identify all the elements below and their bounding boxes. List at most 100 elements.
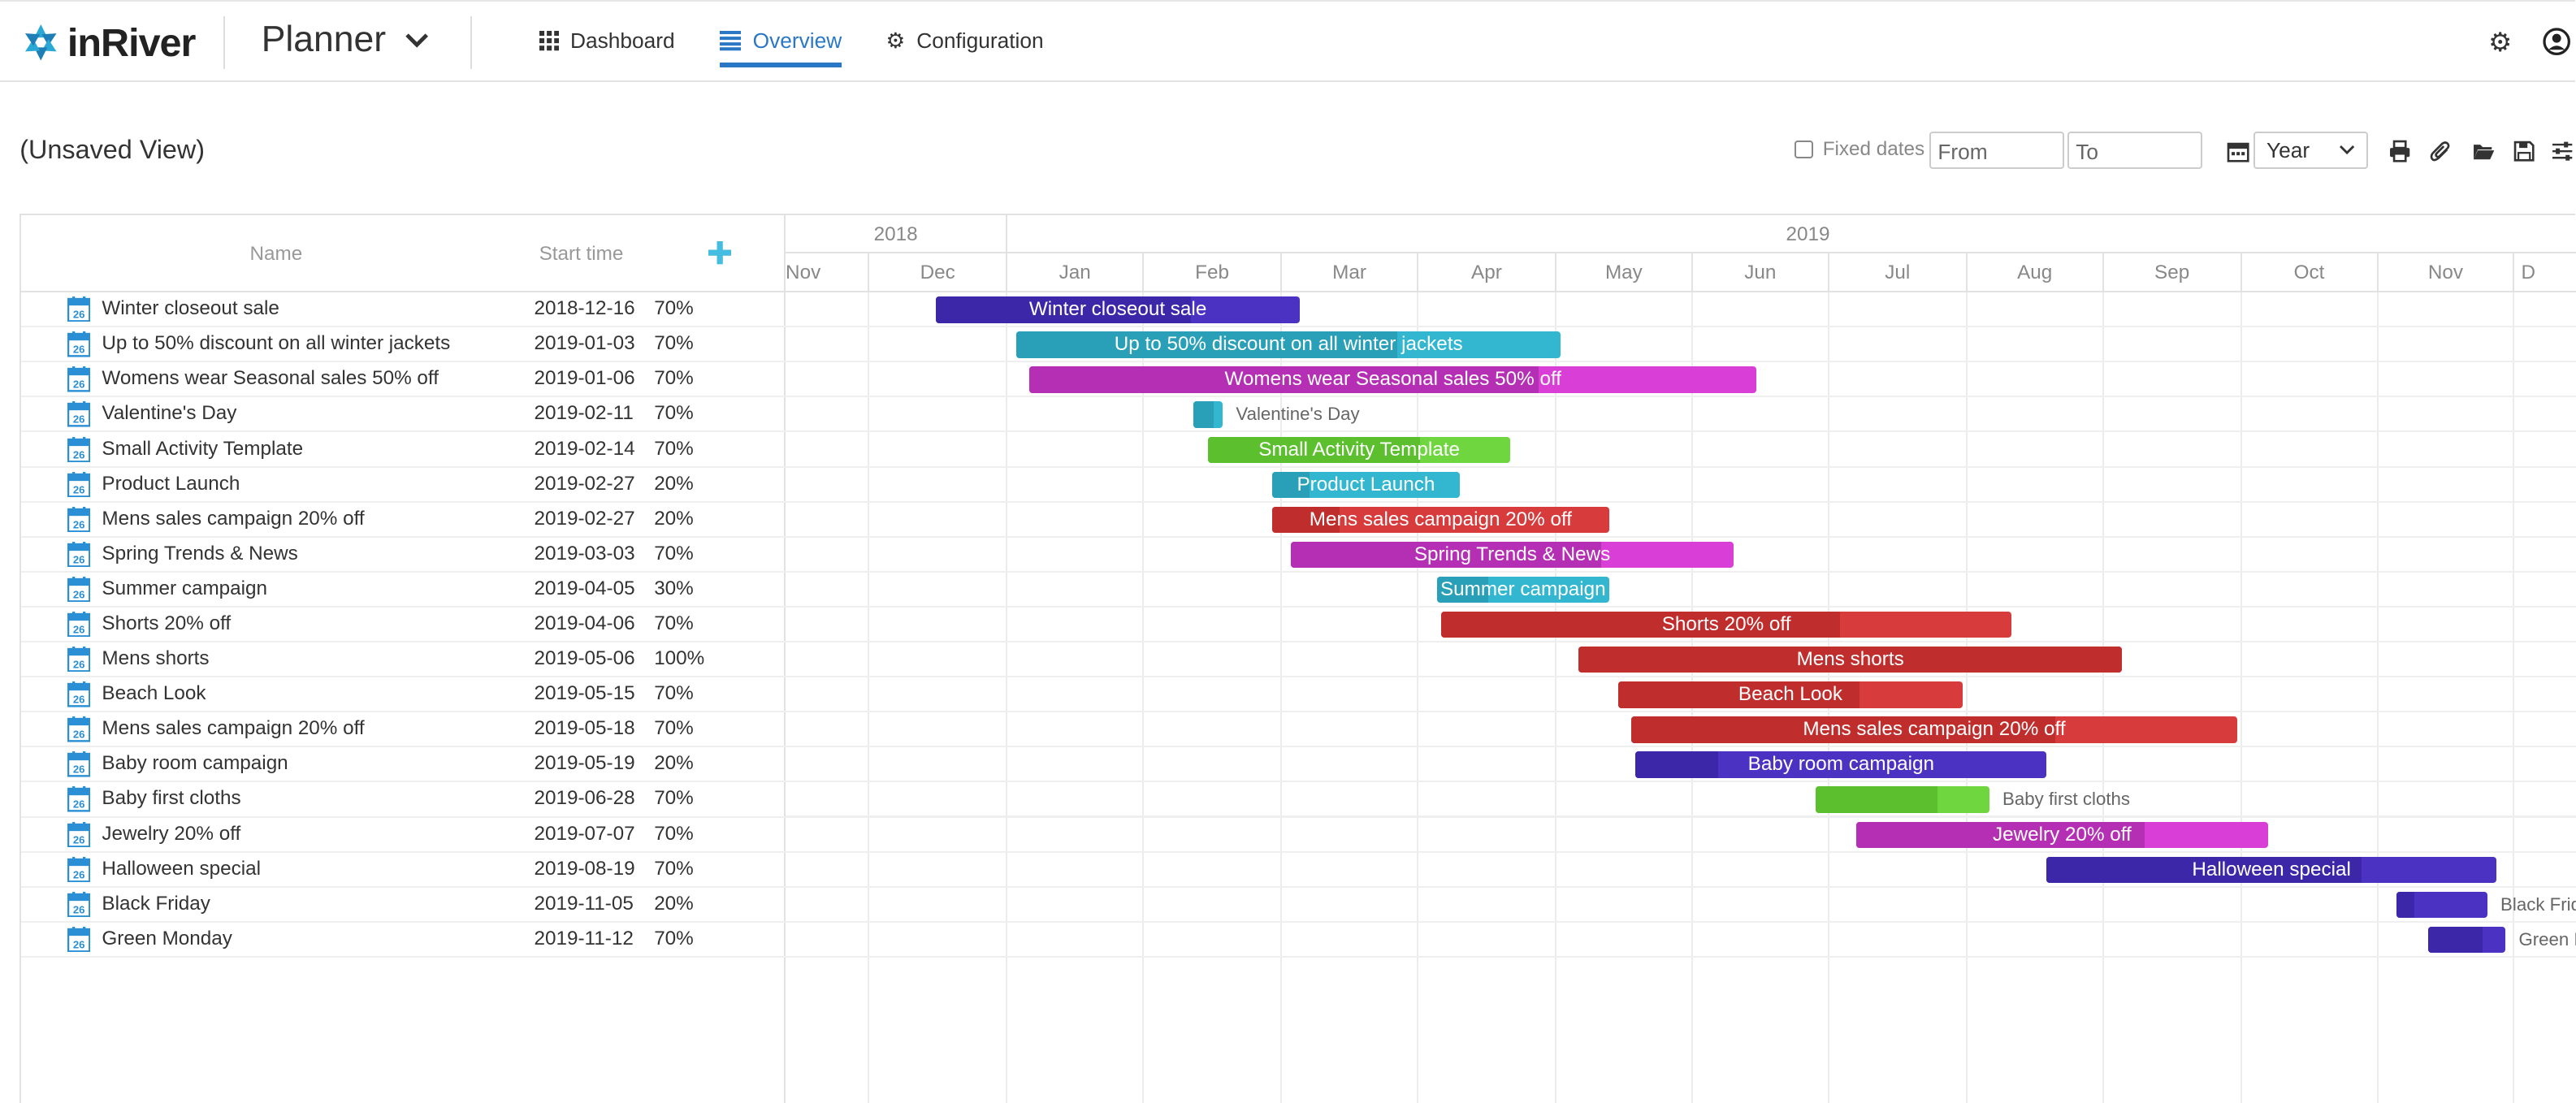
task-row[interactable]: 26 Beach Look 2019-05-15 70% — [21, 677, 786, 713]
task-row[interactable]: 26 Womens wear Seasonal sales 50% off 2019… — [21, 362, 786, 398]
svg-text:26: 26 — [73, 798, 85, 811]
task-row[interactable]: 26 Baby room campaign 2019-05-19 20% — [21, 747, 786, 783]
task-bar-progress — [2428, 926, 2483, 954]
task-bar[interactable]: Winter closeout sale — [936, 296, 1300, 323]
task-row[interactable]: 26 Halloween special 2019-08-19 70% — [21, 853, 786, 888]
task-progress: 70% — [654, 787, 694, 810]
task-bar[interactable]: Mens shorts — [1578, 647, 2123, 673]
calendar-task-icon: 26 — [67, 331, 91, 357]
calendar-task-icon: 26 — [67, 401, 91, 427]
task-row[interactable]: 26 Baby first cloths 2019-06-28 70% — [21, 782, 786, 818]
grid-line — [2513, 292, 2515, 1103]
task-row[interactable]: 26 Spring Trends & News 2019-03-03 70% — [21, 538, 786, 573]
settings-button[interactable]: ⚙ — [2488, 28, 2512, 57]
task-bar[interactable]: Up to 50% discount on all winter jackets — [1016, 331, 1561, 358]
task-bar[interactable]: Womens wear Seasonal sales 50% off — [1029, 366, 1757, 393]
app-switcher[interactable]: Planner — [262, 19, 429, 60]
chevron-down-icon — [405, 33, 429, 48]
calendar-task-icon: 26 — [67, 751, 91, 777]
column-header-start-time[interactable]: Start time — [539, 243, 624, 266]
task-bar[interactable]: Jewelry 20% off — [1855, 821, 2269, 848]
task-bar[interactable]: Small Activity Template — [1208, 436, 1511, 463]
task-bar[interactable] — [1815, 786, 1989, 813]
task-row[interactable]: 26 Mens sales campaign 20% off 2019-05-18 7… — [21, 712, 786, 748]
grid-line — [2376, 292, 2379, 1103]
timeline-month: Aug — [1967, 253, 2104, 293]
task-name: Shorts 20% off — [102, 612, 232, 634]
calendar-task-icon: 26 — [67, 821, 91, 847]
task-row[interactable]: 26 Summer campaign 2019-04-05 30% — [21, 573, 786, 608]
task-bar[interactable]: Product Launch — [1271, 471, 1460, 498]
task-row[interactable]: 26 Shorts 20% off 2019-04-06 70% — [21, 608, 786, 643]
nav-dashboard[interactable]: Dashboard — [539, 2, 675, 80]
task-bar-label: Womens wear Seasonal sales 50% off — [1224, 368, 1561, 391]
to-date-input[interactable]: To — [2067, 131, 2203, 170]
task-bar[interactable]: Mens sales campaign 20% off — [1631, 716, 2237, 743]
task-bar[interactable]: Shorts 20% off — [1441, 612, 2011, 638]
grid-line — [1965, 292, 1968, 1103]
task-row[interactable]: 26 Up to 50% discount on all winter jacke… — [21, 327, 786, 363]
svg-text:26: 26 — [73, 309, 85, 321]
fixed-dates-checkbox[interactable] — [1795, 140, 1813, 159]
task-bar[interactable] — [2428, 926, 2506, 954]
task-bar-progress — [2046, 856, 2362, 884]
task-start-time: 2019-02-11 — [534, 402, 634, 425]
grid-line — [1554, 292, 1556, 1103]
svg-text:26: 26 — [73, 868, 85, 880]
nav-overview[interactable]: Overview — [720, 2, 842, 80]
grid-line — [1416, 292, 1418, 1103]
task-row[interactable]: 26 Winter closeout sale 2018-12-16 70% — [21, 292, 786, 328]
task-bar[interactable]: Beach Look — [1617, 681, 1963, 708]
gantt-chart: Name Start time 26 Winter closeout sale 20… — [19, 214, 2576, 1103]
task-progress: 20% — [654, 472, 694, 495]
nav-overview-label: Overview — [752, 28, 842, 54]
calendar-icon[interactable] — [2227, 140, 2250, 162]
save-icon[interactable] — [2513, 140, 2535, 162]
task-start-time: 2018-12-16 — [534, 297, 635, 320]
paperclip-icon[interactable] — [2429, 140, 2452, 162]
column-header-name[interactable]: Name — [249, 243, 303, 266]
task-bar[interactable]: Baby room campaign — [1635, 751, 2047, 778]
sliders-icon[interactable] — [2551, 140, 2574, 162]
from-date-input[interactable]: From — [1929, 131, 2065, 170]
task-start-time: 2019-01-06 — [534, 367, 635, 390]
task-bar[interactable]: Halloween special — [2046, 856, 2497, 884]
task-start-time: 2019-04-05 — [534, 577, 635, 599]
task-progress: 70% — [654, 822, 694, 845]
task-bar-label: Small Activity Template — [1258, 438, 1460, 461]
task-progress: 70% — [654, 437, 694, 460]
task-bar[interactable] — [1193, 401, 1223, 428]
folder-open-icon[interactable] — [2472, 140, 2495, 162]
fixed-dates-toggle[interactable]: Fixed dates — [1795, 132, 1924, 168]
period-select[interactable]: Year — [2253, 131, 2369, 170]
task-bar-label: Halloween special — [2192, 858, 2351, 880]
task-bar-label: Baby first cloths — [2002, 789, 2131, 810]
svg-text:26: 26 — [73, 729, 85, 741]
row-divider — [786, 920, 2576, 923]
task-row[interactable]: 26 Mens shorts 2019-05-06 100% — [21, 642, 786, 678]
svg-text:26: 26 — [73, 378, 85, 391]
task-bar-label: Winter closeout sale — [1028, 298, 1207, 321]
user-circle-icon — [2543, 28, 2570, 56]
row-divider — [786, 641, 2576, 643]
task-row[interactable]: 26 Green Monday 2019-11-12 70% — [21, 923, 786, 958]
task-bar[interactable]: Spring Trends & News — [1290, 541, 1734, 569]
task-row[interactable]: 26 Product Launch 2019-02-27 20% — [21, 468, 786, 503]
task-row[interactable]: 26 Jewelry 20% off 2019-07-07 70% — [21, 818, 786, 853]
task-bar[interactable] — [2396, 891, 2487, 919]
task-start-time: 2019-07-07 — [534, 822, 635, 845]
task-row[interactable]: 26 Mens sales campaign 20% off 2019-02-27 2… — [21, 503, 786, 538]
user-menu-button[interactable] — [2543, 28, 2570, 56]
nav-configuration[interactable]: ⚙ Configuration — [886, 2, 1044, 80]
print-icon[interactable] — [2388, 140, 2411, 162]
task-name: Mens shorts — [102, 647, 210, 670]
task-bar[interactable]: Summer campaign — [1436, 576, 1609, 603]
brand-logo[interactable]: inRiver — [21, 21, 196, 65]
timeline-year: 2019 — [1007, 215, 2576, 253]
add-task-icon[interactable] — [708, 241, 732, 265]
task-bar[interactable]: Mens sales campaign 20% off — [1271, 506, 1609, 534]
task-row[interactable]: 26 Valentine's Day 2019-02-11 70% — [21, 397, 786, 433]
task-row[interactable]: 26 Black Friday 2019-11-05 20% — [21, 888, 786, 923]
task-row[interactable]: 26 Small Activity Template 2019-02-14 70% — [21, 432, 786, 468]
task-name: Spring Trends & News — [102, 542, 298, 564]
